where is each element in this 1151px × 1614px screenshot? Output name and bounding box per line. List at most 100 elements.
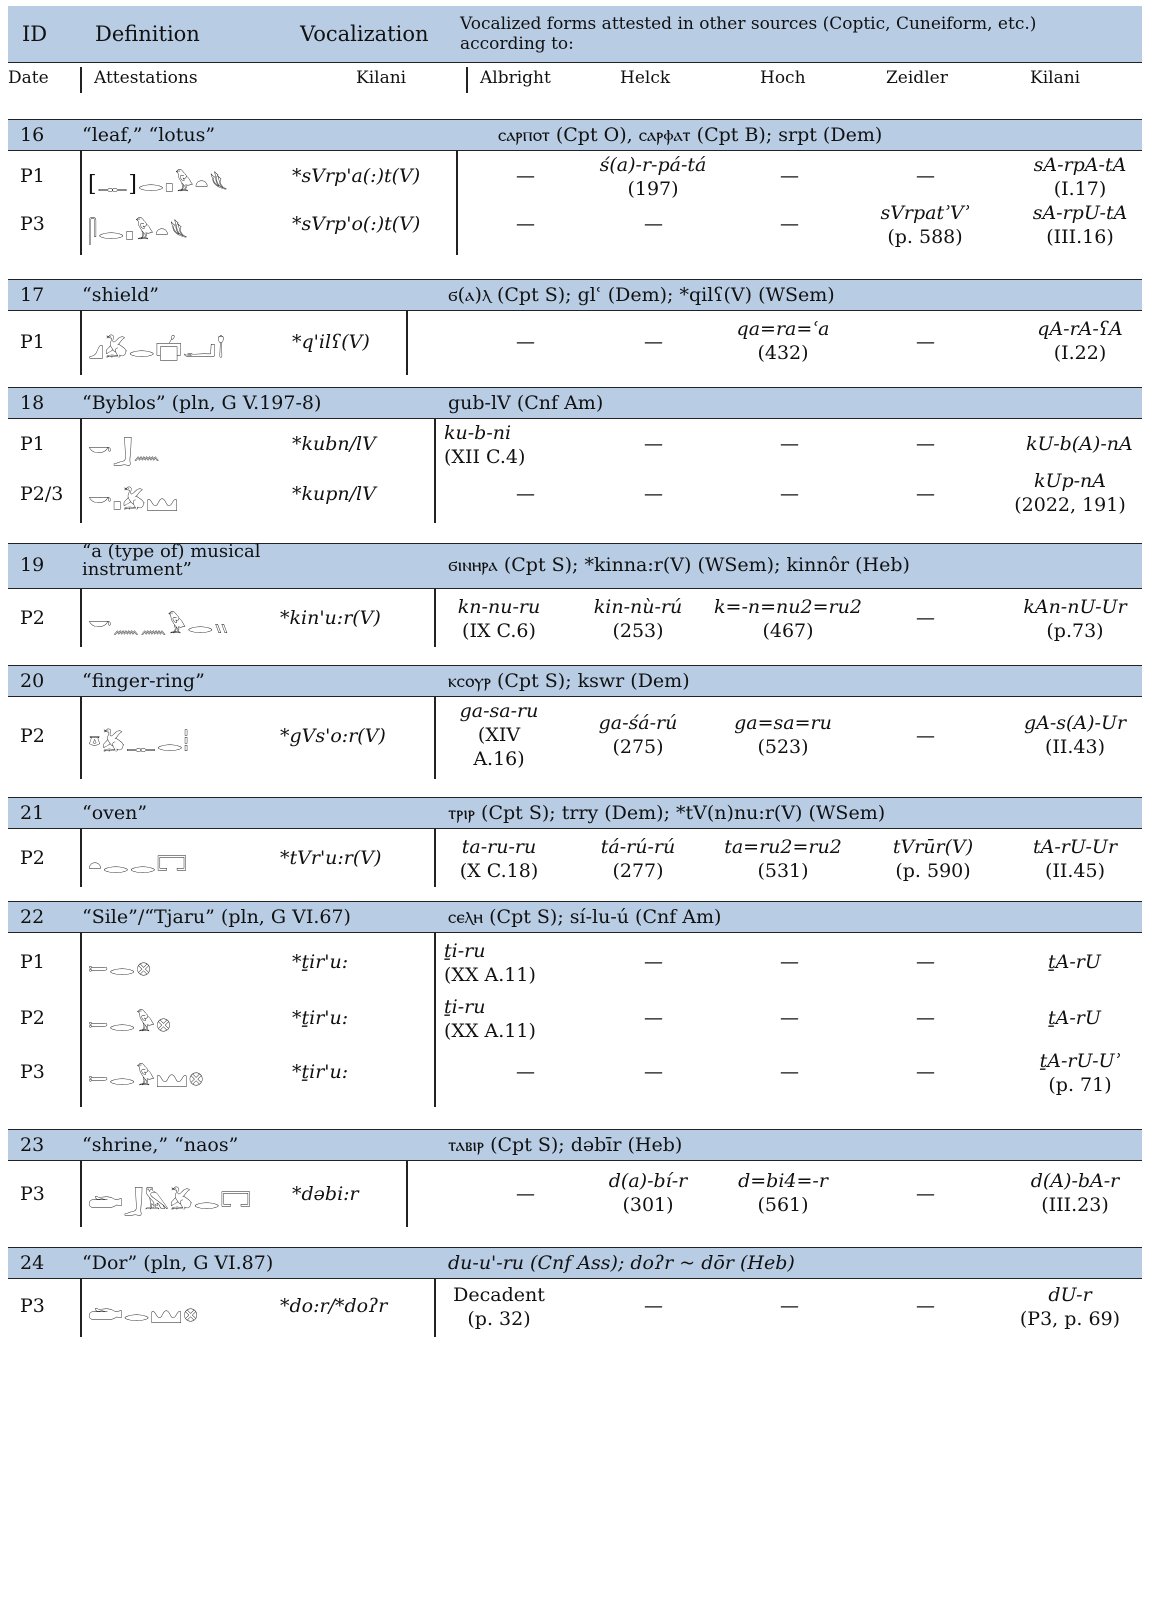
entry-refs: du-u'-ru (Cnf Ass); doʔr ~ dōr (Heb) (448, 1252, 795, 1274)
vocalization: *dəbi:r (292, 1183, 359, 1205)
helck-cell: — (644, 483, 663, 505)
entry-header: 20 “finger-ring” ⲕⲥⲟⲩⲣ (Cpt S); kswr (De… (8, 665, 1142, 697)
albright-form: kn-nu-ru (457, 596, 541, 618)
kilani-form: qA-rA-ʕA (1037, 318, 1123, 340)
entry-refs: ϭ(ⲁ)ⲗ (Cpt S); glʿ (Dem); *qilʕ(V) (WSem… (448, 284, 835, 306)
table-row: P2/3 𓎡𓊪𓅷𓈉 *kupn/lV — — — — kUp-nA (2022, … (8, 470, 1142, 523)
albright-ref: (p. 32) (467, 1308, 531, 1330)
entry-definition: “leaf,” “lotus” (82, 124, 216, 146)
row-date: P1 (20, 951, 45, 973)
table-row: P3 𓂧𓃀𓅓𓅷𓂋𓉐 *dəbi:r — d(a)-bí-r (301) d=bi4… (8, 1161, 1142, 1227)
zeidler-cell: — (916, 725, 935, 747)
entry-id: 17 (20, 284, 45, 306)
hoch-ref: (561) (757, 1194, 809, 1216)
kilani-ref: (III.23) (1041, 1194, 1109, 1216)
entry-definition: “Sile”/“Tjaru” (pln, G VI.67) (82, 906, 351, 928)
entry-id: 21 (20, 802, 45, 824)
col-id-header: ID (22, 22, 48, 46)
kilani-ref: (2022, 191) (1014, 494, 1126, 516)
col-other-sources-header: Vocalized forms attested in other source… (460, 14, 1037, 54)
entry-definition: “shrine,” “naos” (82, 1134, 239, 1156)
entry-refs: ⲧⲁⲃⲓⲣ (Cpt S); dəbīr (Heb) (448, 1134, 683, 1156)
row-date: P2/3 (20, 483, 64, 505)
row-date: P2 (20, 1007, 45, 1029)
albright-ref: (XX A.11) (444, 1020, 536, 1042)
albright-cell: — (516, 165, 535, 187)
hieroglyphs: 𓎡𓈖𓈖𓅱𓂋𓏭 (88, 614, 230, 639)
hieroglyphs: 𓏏𓂋𓂋𓉐 (88, 854, 189, 879)
entry-refs: ⲥⲁⲣⲡⲟⲧ (Cpt O), ⲥⲁⲣⲫⲁⲧ (Cpt B); srpt (De… (498, 124, 883, 146)
helck-form: kin-nù-rú (593, 596, 683, 618)
zeidler-cell: — (916, 1295, 935, 1317)
helck-cell: — (644, 1295, 663, 1317)
vocalization: *tVr'u:r(V) (280, 847, 382, 869)
hoch-cell: — (780, 1061, 799, 1083)
zeidler-ref: (p. 588) (887, 226, 963, 248)
zeidler-cell: — (916, 1061, 935, 1083)
table-row: P2 𓎡𓈖𓈖𓅱𓂋𓏭 *kin'u:r(V) kn-nu-ru (IX C.6) k… (8, 589, 1142, 647)
hoch-ref: (432) (757, 342, 809, 364)
entry-header: 18 “Byblos” (pln, G V.197-8) gub-lV (Cnf… (8, 387, 1142, 419)
kilani-ref: (P3, p. 69) (1019, 1308, 1121, 1330)
albright-cell: — (516, 1061, 535, 1083)
hoch-ref: (523) (757, 736, 809, 758)
kilani-form: kAn-nU-Ur (1023, 596, 1127, 618)
albright-ref: (XII C.4) (444, 446, 526, 468)
hieroglyphs: 𓂧𓂋𓈉𓊖 (88, 1302, 200, 1327)
helck-cell: — (644, 433, 663, 455)
vocalization: *ṯir'u: (292, 951, 349, 973)
entry-header: 19 “a (type of) musical instrument” ϭⲓⲛⲏ… (8, 543, 1142, 589)
entry-definition: “oven” (82, 802, 148, 824)
hoch-cell: — (780, 1295, 799, 1317)
vocalization: *do:r/*doʔr (280, 1295, 388, 1317)
hieroglyphs: 𓎡𓊪𓅷𓈉 (88, 490, 179, 515)
helck-ref: (301) (622, 1194, 674, 1216)
hieroglyphs: 𓍿𓂋𓊖 (88, 956, 153, 981)
kilani-form: ṯA-rU (1048, 1007, 1101, 1029)
row-date: P3 (20, 1061, 45, 1083)
col-hoch-header: Hoch (760, 68, 806, 88)
row-date: P2 (20, 607, 45, 629)
kilani-form: ṯA-rU-Uʾ (1039, 1050, 1121, 1072)
entry-header: 22 “Sile”/“Tjaru” (pln, G VI.67) ⲥⲉⲗⲏ (C… (8, 901, 1142, 933)
albright-cell: — (516, 1183, 535, 1205)
entry-refs: gub-lV (Cnf Am) (448, 392, 604, 414)
zeidler-cell: — (916, 483, 935, 505)
kilani-form: gA-s(A)-Ur (1023, 712, 1127, 734)
helck-ref: (197) (627, 178, 679, 200)
table-header: ID Definition Vocalization Vocalized for… (8, 6, 1142, 63)
albright-ref: (XIV (477, 724, 521, 746)
entry-id: 18 (20, 392, 45, 414)
entry-refs: ϭⲓⲛⲏⲣⲁ (Cpt S); *kinna:r(V) (WSem); kinn… (448, 554, 910, 576)
zeidler-cell: — (916, 165, 935, 187)
entry-refs: ⲧⲣⲓⲣ (Cpt S); trry (Dem); *tV(n)nu:r(V) … (448, 802, 886, 824)
entry-id: 19 (20, 554, 45, 576)
hoch-ref: (531) (757, 860, 809, 882)
albright-ref: (X C.18) (459, 860, 539, 882)
helck-cell: — (644, 951, 663, 973)
lexicon-table: ID Definition Vocalization Vocalized for… (8, 6, 1142, 1339)
albright-form: ta-ru-ru (461, 836, 537, 858)
col-kilani-voc-header: Kilani (356, 68, 407, 88)
albright-form: Decadent (453, 1284, 545, 1306)
helck-form: ga-śá-rú (598, 712, 678, 734)
vocalization: *q'ilʕ(V) (292, 331, 370, 353)
zeidler-cell: — (916, 331, 935, 353)
hieroglyphs: 𓎡𓃀𓈖 (88, 440, 161, 465)
table-row: P2 𓎼𓅷𓊃𓂋𓏪 *gVs'o:r(V) ga-sa-ru (XIV A.16) g… (8, 697, 1142, 779)
vocalization: *kubn/lV (292, 433, 376, 455)
zeidler-form: tVrūr(V) (892, 836, 974, 858)
hoch-cell: — (780, 213, 799, 235)
entry-header: 21 “oven” ⲧⲣⲓⲣ (Cpt S); trry (Dem); *tV(… (8, 797, 1142, 829)
kilani-form: d(A)-bA-r (1030, 1170, 1120, 1192)
albright-ref: (XX A.11) (444, 964, 536, 986)
vocalization: *kin'u:r(V) (280, 607, 381, 629)
hieroglyphs: 𓍿𓂋𓅱𓈉𓊖 (88, 1066, 205, 1091)
col-definition-header: Definition (95, 22, 200, 46)
entry-definition: “Dor” (pln, G VI.87) (82, 1252, 274, 1274)
kilani-form: ṯA-rU (1048, 951, 1101, 973)
col-attestations-header: Attestations (94, 68, 198, 88)
col-kilani-header: Kilani (1030, 68, 1081, 88)
entry-id: 20 (20, 670, 45, 692)
kilani-ref: (p.73) (1046, 620, 1104, 642)
